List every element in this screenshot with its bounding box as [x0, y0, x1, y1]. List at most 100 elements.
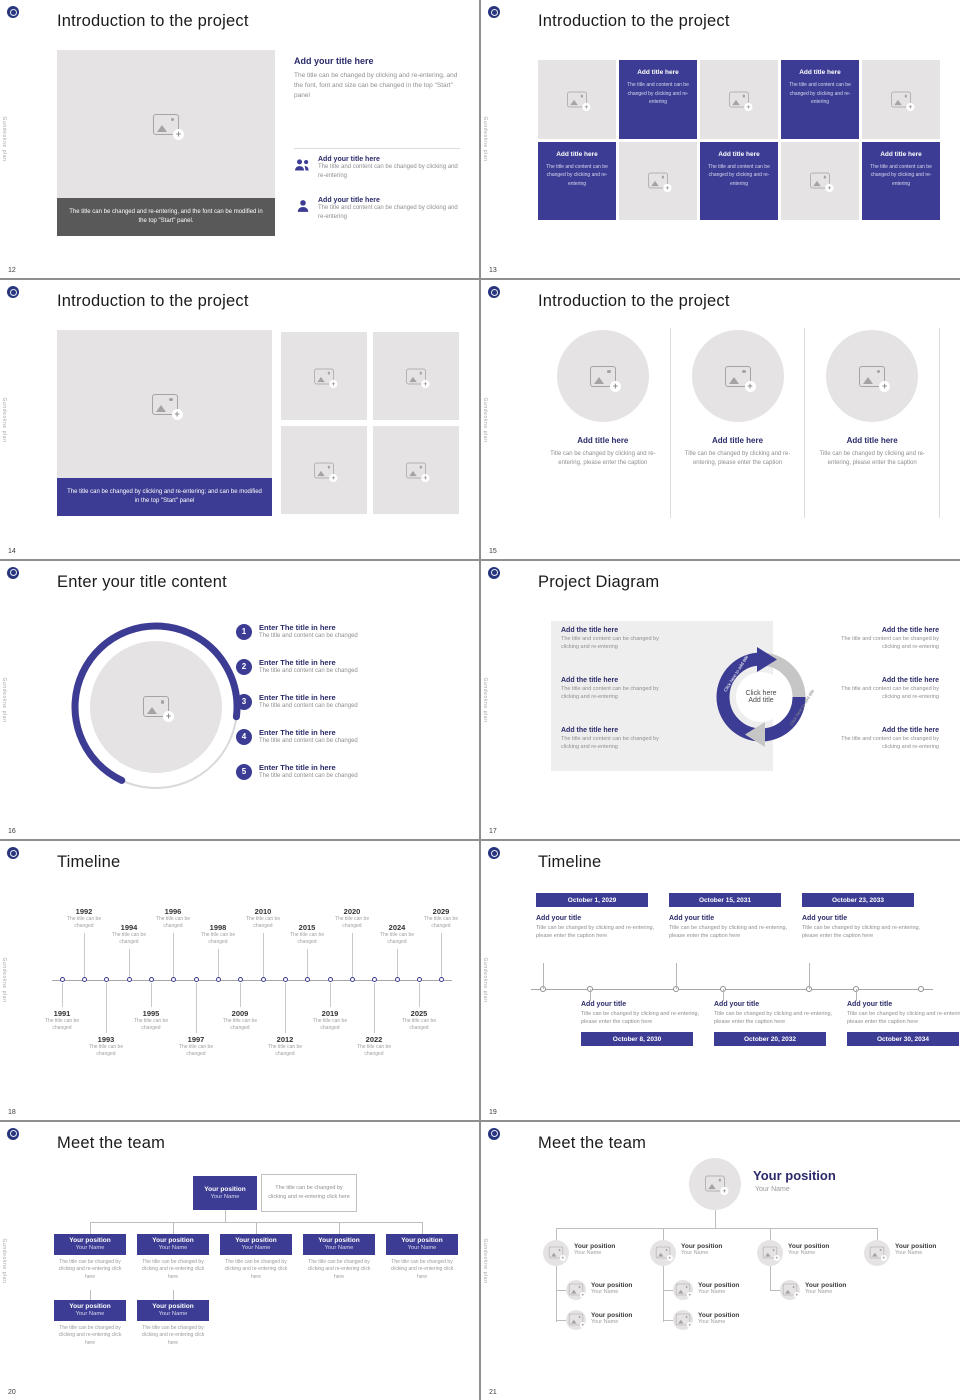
- connector-line: [856, 989, 857, 1002]
- name-label: Your Name: [210, 1193, 240, 1200]
- image-plus-icon: +: [675, 1313, 693, 1329]
- connector-line: [770, 1265, 771, 1290]
- diagram-item: Add the title here The title and content…: [825, 627, 939, 652]
- date-badge: October 20, 2032: [714, 1032, 826, 1047]
- item-heading: Add the title here: [881, 626, 939, 634]
- connector-line: [676, 963, 677, 990]
- item-body: The title and content can be changed by …: [318, 205, 458, 220]
- plus-icon: +: [880, 1255, 887, 1262]
- image-plus-icon: +: [724, 365, 756, 392]
- year-caption: The title can be changed: [178, 1044, 214, 1057]
- slide-16[interactable]: Gundeokne plan 16 Enter your title conte…: [0, 560, 479, 840]
- member-position: Your position: [591, 1311, 633, 1319]
- year-caption: The title can be changed: [66, 916, 102, 929]
- connector-line: [556, 1227, 877, 1229]
- slide-number: 18: [8, 1108, 16, 1116]
- slide-number: 15: [489, 547, 497, 555]
- position-label: Your position: [401, 1237, 443, 1245]
- slide-18[interactable]: Gundeokne plan 18 Timeline 1991 The title…: [0, 841, 479, 1120]
- timeline-node: [260, 977, 266, 983]
- column-body: Title can be changed by clicking and re-…: [819, 451, 925, 467]
- plus-icon: +: [744, 102, 753, 111]
- year-label: 2025: [410, 1009, 428, 1019]
- note-text: The title can be changed by clicking and…: [307, 1258, 371, 1281]
- item-heading: Enter The title in here: [259, 622, 336, 632]
- timeline-node: [282, 977, 288, 983]
- connector-line: [151, 983, 152, 1008]
- connector-line: [225, 1209, 226, 1222]
- slide-14[interactable]: Gundeokne plan 14 Introduction to the pr…: [0, 280, 479, 559]
- slide-number: 19: [489, 1108, 497, 1116]
- year-label: 1993: [97, 1035, 115, 1045]
- item-heading: Enter The title in here: [259, 727, 336, 737]
- university-logo-icon: [488, 566, 500, 579]
- name-label: Your Name: [158, 1311, 188, 1318]
- member-position: Your position: [788, 1242, 830, 1250]
- image-plus-icon: +: [143, 696, 174, 723]
- slide-15[interactable]: Gundeokne plan 15 Introduction to the pr…: [481, 280, 960, 559]
- item-body: The title and content can be changed: [259, 632, 358, 639]
- timeline-node: [170, 977, 176, 983]
- cell-heading: Add title here: [556, 150, 598, 158]
- plus-icon: +: [744, 380, 756, 392]
- slide-19[interactable]: Gundeokne plan 19 Timeline October 1, 20…: [481, 841, 960, 1120]
- name-label: Your Name: [75, 1245, 105, 1252]
- university-logo-icon: [7, 286, 19, 299]
- plus-icon: +: [825, 184, 834, 193]
- plus-icon: +: [582, 102, 591, 111]
- image-plus-icon: +: [729, 91, 753, 111]
- connector-line: [129, 949, 130, 980]
- text-cell: Add title here The title and content can …: [700, 141, 778, 220]
- item-text: Enter The title in here The title and con…: [259, 728, 358, 746]
- plus-icon: +: [879, 380, 891, 392]
- page-title: Meet the team: [538, 1133, 647, 1152]
- item-text: Enter The title in here The title and con…: [259, 623, 358, 641]
- text-cell: Add title here The title and content can …: [538, 141, 616, 220]
- slide-21[interactable]: Gundeokne plan 21 Meet the team + Your p…: [481, 1121, 960, 1400]
- item-number: 4: [236, 728, 252, 745]
- avatar: +: [650, 1239, 676, 1266]
- event-heading: Add your title: [802, 915, 848, 923]
- position-label: Your position: [152, 1237, 194, 1245]
- plus-icon: +: [163, 711, 174, 723]
- slide-20[interactable]: Gundeokne plan 20 Meet the team Your pos…: [0, 1121, 479, 1400]
- connector-line: [715, 1209, 716, 1228]
- slide-13[interactable]: Gundeokne plan 13 Introduction to the pr…: [481, 0, 960, 279]
- member: Your position Your Name: [698, 1312, 739, 1325]
- side-label: Gundeokne plan: [1, 116, 7, 162]
- org-box: Your position Your Name: [303, 1233, 375, 1255]
- position-label: Your position: [204, 1185, 246, 1193]
- connector-line: [307, 949, 308, 980]
- plus-icon: +: [421, 473, 430, 483]
- member-name: Your Name: [698, 1288, 726, 1295]
- member-name: Your Name: [895, 1249, 923, 1256]
- list-item-text: Add your title here The title and conten…: [318, 197, 460, 222]
- connector-line: [663, 1289, 673, 1291]
- image-placeholder: +: [691, 330, 784, 423]
- lead-name: Your Name: [755, 1185, 790, 1193]
- plus-icon: +: [773, 1255, 780, 1262]
- timeline-node: [349, 977, 355, 983]
- note-text: The title can be changed by clicking and…: [58, 1258, 122, 1281]
- plus-icon: +: [579, 1292, 586, 1299]
- background-panel: [551, 620, 773, 771]
- event-heading: Add your title: [847, 1001, 893, 1009]
- cell-body: The title and content can be changed by …: [789, 82, 851, 105]
- diagram-item: Add the title here The title and content…: [825, 677, 939, 702]
- side-label: Gundeokne plan: [482, 677, 488, 723]
- note-box: The title can be changed by clicking and…: [261, 1173, 357, 1212]
- member-name: Your Name: [591, 1288, 619, 1295]
- timeline-node: [416, 977, 422, 983]
- column-heading: Add title here: [846, 436, 898, 446]
- member-position: Your position: [895, 1242, 937, 1250]
- slide-12[interactable]: Gundeokne plan 12 Introduction to the pr…: [0, 0, 479, 279]
- slide-number: 17: [489, 828, 497, 836]
- slide-17[interactable]: Gundeokne plan 17 Project Diagram Add th…: [481, 560, 960, 840]
- avatar: +: [566, 1279, 586, 1300]
- university-logo-icon: [488, 847, 500, 860]
- date-badge: October 15, 2031: [669, 893, 781, 908]
- plus-icon: +: [906, 102, 915, 111]
- page-title: Project Diagram: [538, 572, 660, 591]
- slide-number: 16: [8, 828, 16, 836]
- timeline-node: [371, 977, 377, 983]
